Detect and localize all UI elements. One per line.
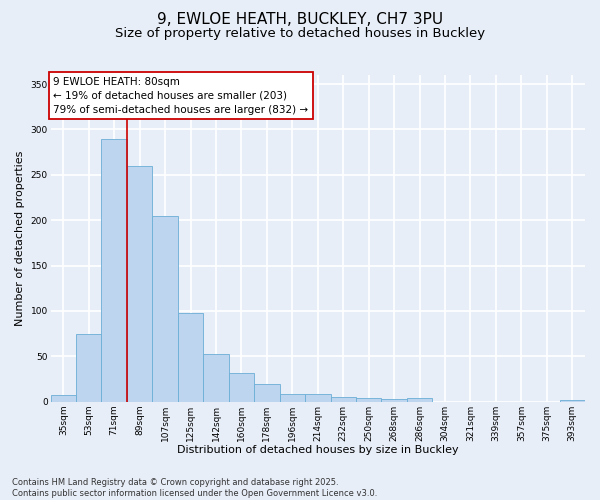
X-axis label: Distribution of detached houses by size in Buckley: Distribution of detached houses by size …	[177, 445, 458, 455]
Bar	[356, 398, 382, 402]
Bar	[560, 400, 585, 402]
Bar	[407, 398, 433, 402]
Bar	[50, 396, 76, 402]
Bar	[152, 216, 178, 402]
Bar	[229, 372, 254, 402]
Bar	[280, 394, 305, 402]
Text: 9, EWLOE HEATH, BUCKLEY, CH7 3PU: 9, EWLOE HEATH, BUCKLEY, CH7 3PU	[157, 12, 443, 28]
Bar	[254, 384, 280, 402]
Bar	[127, 166, 152, 402]
Bar	[382, 399, 407, 402]
Bar	[76, 334, 101, 402]
Text: 9 EWLOE HEATH: 80sqm
← 19% of detached houses are smaller (203)
79% of semi-deta: 9 EWLOE HEATH: 80sqm ← 19% of detached h…	[53, 76, 308, 114]
Text: Contains HM Land Registry data © Crown copyright and database right 2025.
Contai: Contains HM Land Registry data © Crown c…	[12, 478, 377, 498]
Bar	[305, 394, 331, 402]
Text: Size of property relative to detached houses in Buckley: Size of property relative to detached ho…	[115, 28, 485, 40]
Bar	[101, 138, 127, 402]
Bar	[331, 397, 356, 402]
Bar	[203, 354, 229, 402]
Y-axis label: Number of detached properties: Number of detached properties	[15, 150, 25, 326]
Bar	[178, 313, 203, 402]
